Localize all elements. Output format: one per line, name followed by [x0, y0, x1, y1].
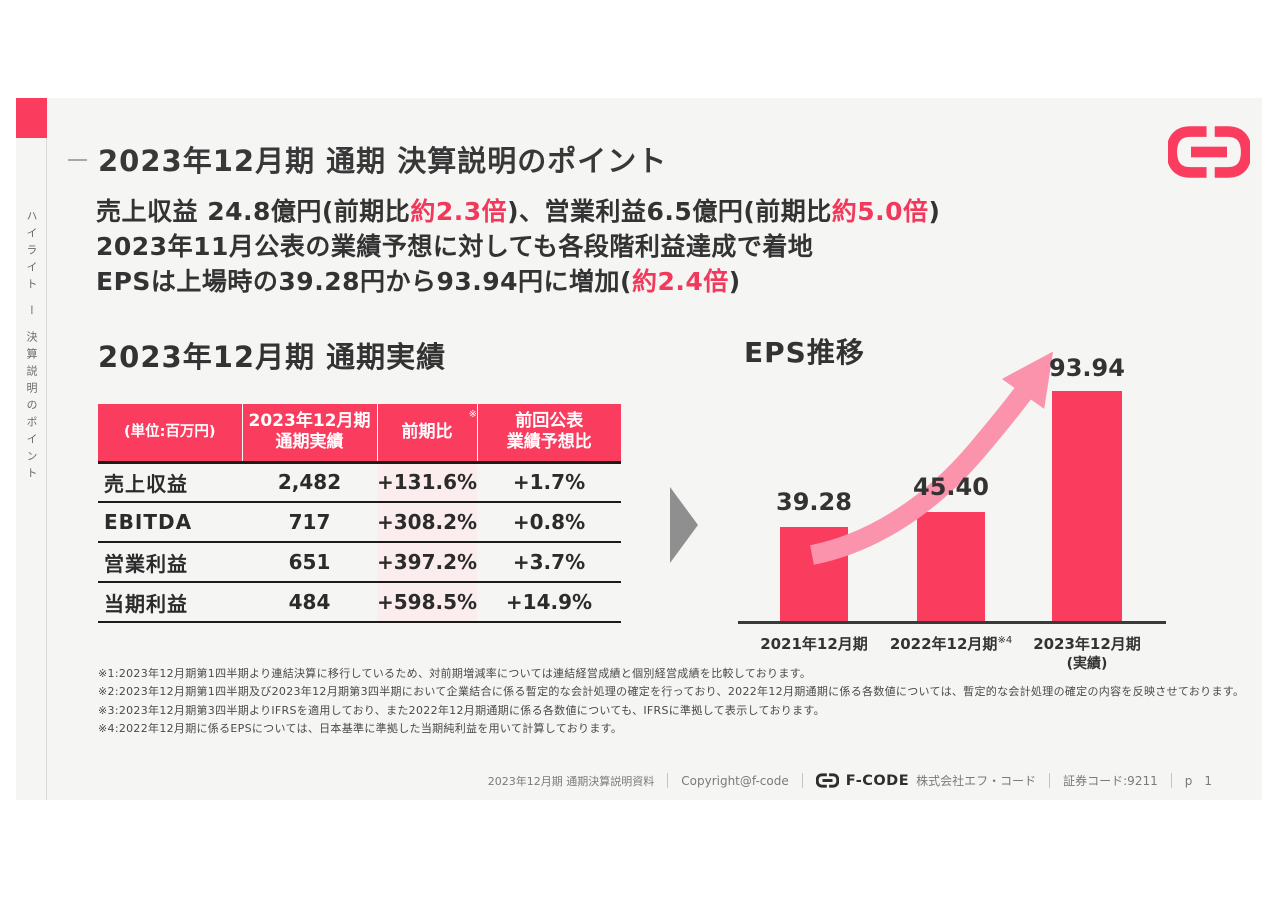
eps-chart: EPS推移 39.28 45.40 93.94 2021年12月期 2022年1… — [738, 331, 1168, 672]
footer-company-name: 株式会社エフ・コード — [916, 774, 1037, 788]
row-yoy: +598.5% — [377, 582, 477, 623]
bar-value-label: 39.28 — [776, 488, 852, 516]
footer-divider — [667, 773, 669, 788]
chart-title: EPS推移 — [744, 336, 865, 369]
row-vs-forecast: +0.8% — [477, 502, 621, 543]
title-dash — [68, 158, 87, 162]
header-unit: (単位:百万円) — [98, 404, 243, 462]
bar-2022 — [917, 512, 985, 621]
header-actual: 2023年12月期 通期実績 — [242, 404, 378, 462]
row-label: 当期利益 — [98, 582, 242, 623]
page-title: 2023年12月期 通期 決算説明のポイント — [98, 144, 668, 178]
bar-value-label: 45.40 — [913, 473, 989, 501]
footnote-3: ※3:2023年12月期第3四半期よりIFRSを適用しており、また2022年12… — [98, 703, 825, 717]
footer-brand-group: F-CODE 株式会社エフ・コード — [815, 772, 1037, 789]
row-yoy: +397.2% — [377, 542, 477, 583]
row-actual: 717 — [242, 502, 377, 543]
title-row: 2023年12月期 通期 決算説明のポイント — [68, 138, 667, 180]
section-title: 2023年12月期 通期実績 — [98, 340, 447, 374]
highlight-ratio: 約2.3倍 — [410, 197, 508, 226]
row-vs-forecast: +3.7% — [477, 542, 621, 583]
footnote-ref: ※4 — [997, 635, 1013, 646]
row-label: 売上収益 — [98, 462, 242, 503]
bar-2023 — [1052, 391, 1122, 621]
footer-brand-name: F-CODE — [845, 772, 910, 789]
table-header-row: (単位:百万円) 2023年12月期 通期実績 前期比※1,2,3 前回公表 業… — [98, 404, 621, 462]
summary-line-3: EPSは上場時の39.28円から93.94円に増加(約2.4倍) — [96, 267, 741, 296]
footnotes: ※1:2023年12月期第1四半期より連結決算に移行しているため、対前期増減率に… — [98, 665, 1244, 739]
footer-doc-title: 2023年12月期 通期決算説明資料 — [487, 774, 655, 788]
highlight-ratio: 約5.0倍 — [831, 197, 929, 226]
row-actual: 2,482 — [242, 462, 377, 503]
row-yoy: +131.6% — [377, 462, 477, 503]
footer-divider — [801, 773, 803, 788]
table-row: EBITDA 717 +308.2% +0.8% — [98, 502, 621, 543]
row-label: EBITDA — [98, 502, 242, 543]
footer-stock-code: 証券コード:9211 — [1063, 774, 1158, 788]
x-axis-sublabel: (実績) — [1066, 656, 1108, 672]
right-pointer-triangle-icon — [670, 487, 698, 563]
x-axis-line — [738, 621, 1166, 624]
results-table: (単位:百万円) 2023年12月期 通期実績 前期比※1,2,3 前回公表 業… — [98, 404, 621, 623]
highlight-ratio: 約2.4倍 — [632, 267, 729, 296]
accent-block — [16, 98, 47, 138]
row-vs-forecast: +1.7% — [477, 462, 621, 503]
x-axis-label: 2022年12月期※4 — [889, 635, 1013, 653]
header-yoy: 前期比※1,2,3 — [377, 404, 503, 462]
x-axis-label: 2023年12月期 — [1033, 635, 1141, 653]
footer-copyright: Copyright@f-code — [681, 773, 789, 788]
x-axis-label: 2021年12月期 — [760, 635, 868, 653]
sidebar: ハイライト ー 決算説明のポイント — [16, 98, 47, 800]
footer-page-number: 1 — [1204, 773, 1212, 788]
row-label: 営業利益 — [98, 542, 242, 583]
bar-value-label: 93.94 — [1049, 354, 1125, 382]
footer: 2023年12月期 通期決算説明資料 Copyright@f-code F-CO… — [488, 772, 1212, 789]
header-vs-forecast: 前回公表 業績予想比 — [477, 404, 621, 462]
fcode-logo-small-icon — [815, 773, 839, 788]
slide: ハイライト ー 決算説明のポイント 2023年12月期 通期 決算説明のポイント… — [16, 98, 1262, 800]
row-yoy: +308.2% — [377, 502, 477, 543]
growth-arrow-icon — [809, 351, 1054, 565]
table-row: 当期利益 484 +598.5% +14.9% — [98, 582, 621, 623]
summary-line-1: 売上収益 24.8億円(前期比約2.3倍)、営業利益6.5億円(前期比約5.0倍… — [96, 197, 941, 226]
footnote-4: ※4:2022年12月期に係るEPSについては、日本基準に準拠した当期純利益を用… — [98, 722, 623, 736]
footnote-1: ※1:2023年12月期第1四半期より連結決算に移行しているため、対前期増減率に… — [98, 667, 812, 680]
table-row: 売上収益 2,482 +131.6% +1.7% — [98, 462, 621, 503]
table-row: 営業利益 651 +397.2% +3.7% — [98, 542, 621, 583]
fcode-logo-icon — [1168, 126, 1250, 178]
summary-line-2: 2023年11月公表の業績予想に対しても各段階利益達成で着地 — [96, 232, 814, 261]
summary-text: 売上収益 24.8億円(前期比約2.3倍)、営業利益6.5億円(前期比約5.0倍… — [96, 194, 940, 299]
footer-divider — [1170, 773, 1172, 788]
row-vs-forecast: +14.9% — [477, 582, 621, 623]
sidebar-label: ハイライト ー 決算説明のポイント — [25, 210, 38, 484]
row-actual: 651 — [242, 542, 377, 583]
footer-divider — [1049, 773, 1051, 788]
footnote-2: ※2:2023年12月期第1四半期及び2023年12月期第3四半期において企業結… — [98, 685, 1245, 699]
row-actual: 484 — [242, 582, 377, 623]
